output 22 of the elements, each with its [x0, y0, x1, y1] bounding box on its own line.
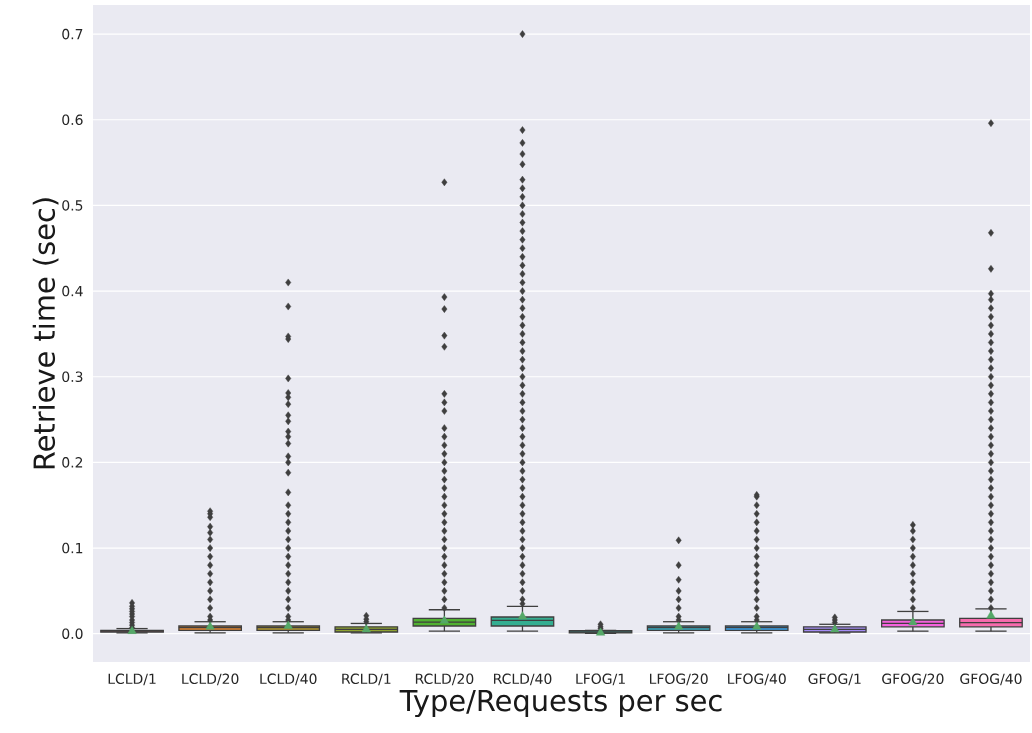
y-tick-label: 0.7 — [62, 28, 83, 40]
y-tick-label: 0.2 — [62, 457, 83, 468]
x-tick-label: LCLD/40 — [260, 673, 317, 686]
x-tick-label: LFOG/40 — [728, 673, 786, 686]
y-tick-label: 0.6 — [62, 114, 83, 126]
x-tick-label: GFOG/40 — [960, 673, 1022, 686]
x-tick-label: LCLD/1 — [108, 673, 156, 686]
x-axis-title: Type/Requests per sec — [399, 689, 722, 718]
x-tick-label: LFOG/1 — [576, 673, 625, 686]
x-tick-label: GFOG/1 — [808, 673, 861, 686]
x-tick-label: GFOG/20 — [882, 673, 944, 686]
x-tick-label: LCLD/20 — [182, 673, 239, 686]
y-tick-label: 0.4 — [62, 285, 83, 297]
y-tick-label: 0.1 — [62, 542, 83, 554]
x-tick-label: LFOG/20 — [650, 673, 708, 686]
y-axis-title: Retrieve time (sec) — [32, 198, 59, 469]
y-tick-label: 0.0 — [62, 628, 83, 639]
x-tick-label: RCLD/20 — [415, 673, 474, 686]
y-tick-label: 0.5 — [62, 200, 83, 211]
y-tick-label: 0.3 — [62, 371, 83, 383]
x-tick-label: RCLD/40 — [494, 673, 552, 686]
x-tick-label: RCLD/1 — [342, 673, 391, 686]
